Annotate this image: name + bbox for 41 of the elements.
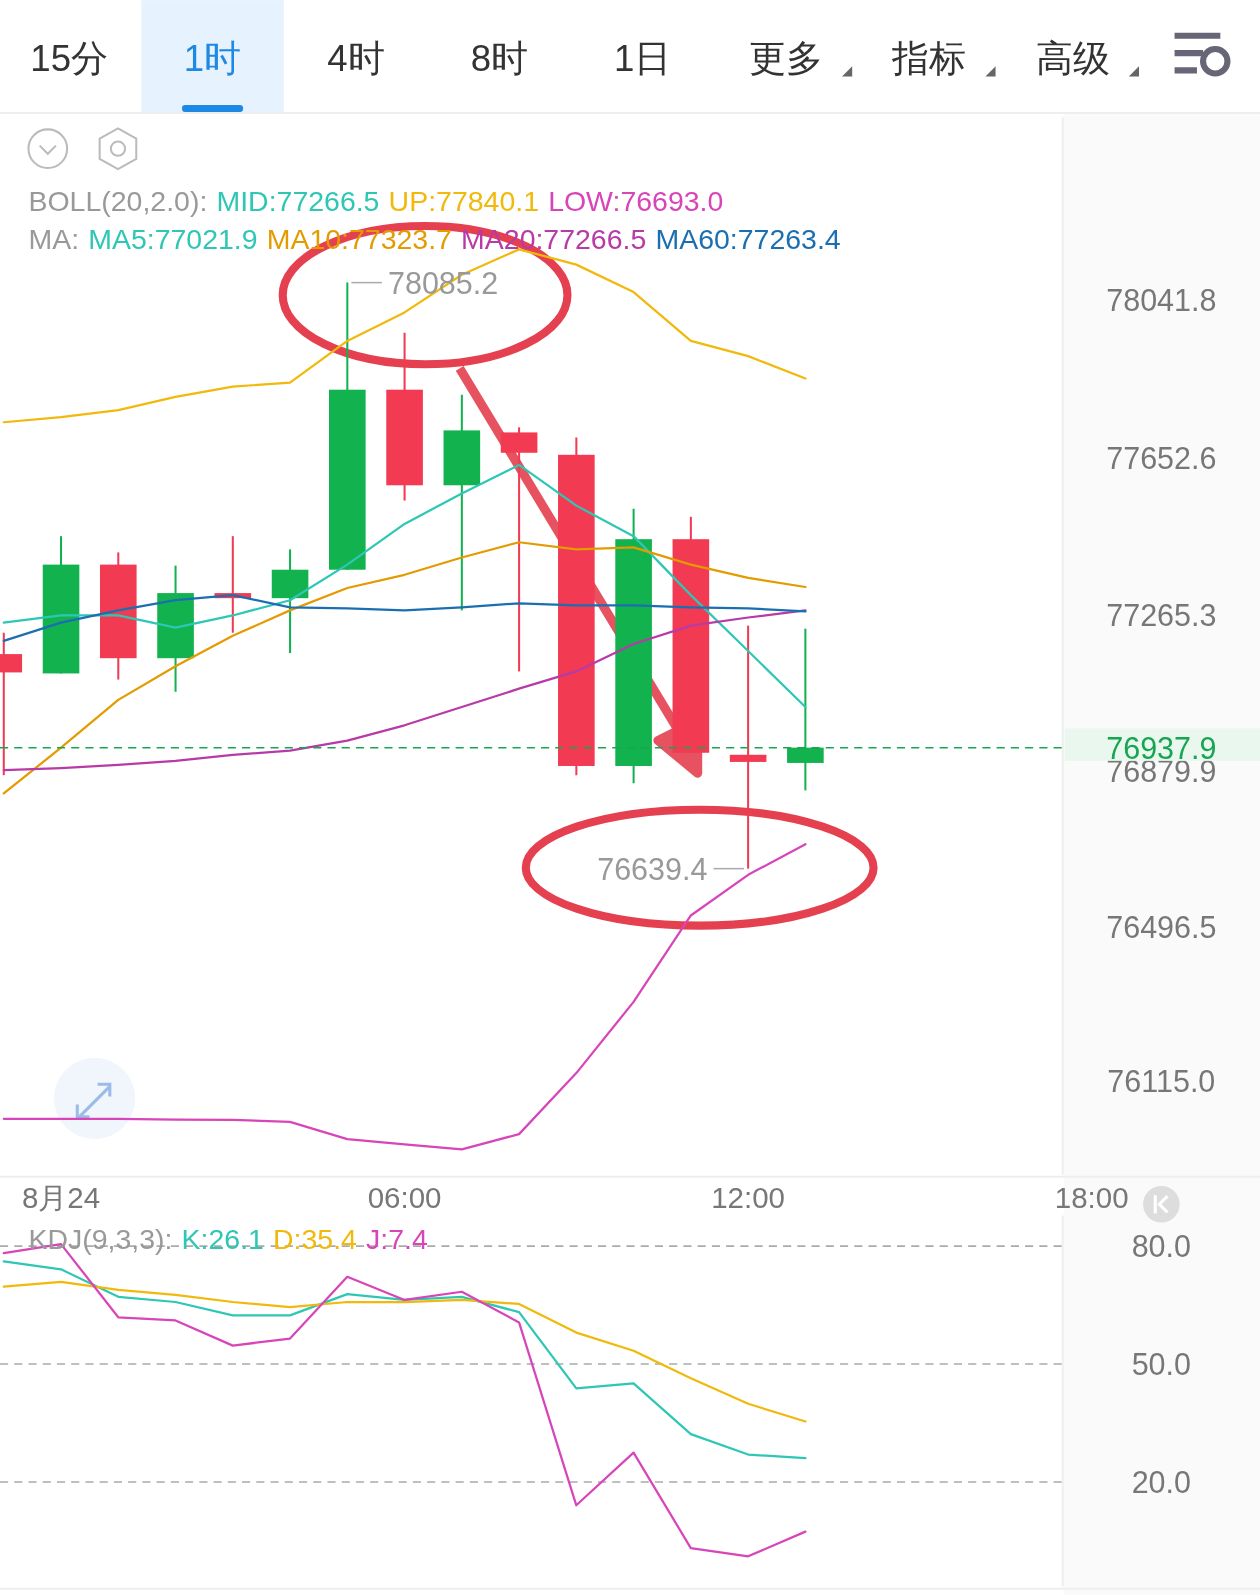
- candlestick: [787, 627, 824, 792]
- text: LOW:76693.0: [548, 184, 724, 217]
- annotation: MA:: [28, 223, 80, 256]
- y-tick-label: 20.0: [1131, 1465, 1192, 1500]
- text: MA60:77263.4: [655, 223, 841, 256]
- text: 4时: [327, 38, 385, 80]
- annotation: 76639.4: [597, 851, 708, 886]
- line-series: [2, 463, 807, 709]
- annotation: BOLL(20,2.0):: [28, 184, 208, 217]
- line-series: [2, 1260, 807, 1460]
- text: 高级: [1035, 38, 1110, 80]
- line-series: [2, 541, 807, 795]
- series-label: K:26.1: [181, 1223, 264, 1256]
- line-series: [2, 248, 807, 424]
- text: 更多: [749, 38, 824, 80]
- series-label: D:35.4: [273, 1223, 357, 1256]
- line-series: [2, 843, 807, 1151]
- x-tick-label: 18:00: [1054, 1181, 1129, 1215]
- y-tick-label: 50.0: [1131, 1347, 1192, 1382]
- text: 指标: [891, 38, 967, 80]
- text: 1日: [614, 38, 672, 80]
- annotation: MID:77266.5: [216, 184, 380, 217]
- text: 1时: [183, 38, 242, 80]
- y-tick-label: 78041.8: [1106, 283, 1217, 318]
- candlestick: [500, 426, 538, 673]
- text: 15分: [30, 38, 109, 80]
- line-series: [2, 594, 807, 643]
- y-tick-label: 76496.5: [1106, 909, 1217, 944]
- x-tick-label: 06:00: [367, 1181, 442, 1215]
- y-tick-label: 80.0: [1131, 1229, 1192, 1264]
- series-label: UP:77840.1: [388, 184, 539, 217]
- line-series: [2, 609, 807, 772]
- y-tick-label: 76115.0: [1107, 1064, 1216, 1099]
- series-label: J:7.4: [366, 1223, 428, 1256]
- x-tick-label: 12:00: [711, 1181, 786, 1215]
- text: 8时: [470, 38, 529, 80]
- y-tick-label: 77265.3: [1106, 598, 1217, 633]
- x-tick-label: 8月24: [21, 1181, 101, 1215]
- line-series: [2, 1280, 807, 1423]
- y-tick-label: 77652.6: [1106, 441, 1217, 476]
- text: MA5:77021.9: [88, 223, 258, 256]
